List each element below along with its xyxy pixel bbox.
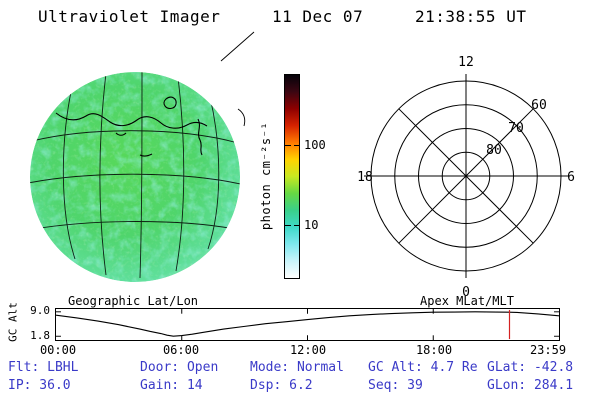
colorbar-tick-label-100: 100 xyxy=(304,138,326,152)
mlat-ring-label-70: 70 xyxy=(508,121,524,136)
x-tick-0000: 00:00 xyxy=(39,343,77,357)
polar-dial: 12 18 6 0 80 70 60 xyxy=(357,55,575,300)
uv-speckle-texture-fine xyxy=(30,72,240,282)
x-tick-2359: 23:59 xyxy=(529,343,567,357)
mlt-label-12: 12 xyxy=(458,55,474,70)
status-row-2: IP: 36.0 Gain: 14 Dsp: 6.2 Seq: 39 GLon:… xyxy=(0,378,600,394)
status-gain: Gain: 14 xyxy=(140,378,203,393)
mlt-label-6: 6 xyxy=(567,170,575,185)
gc-alt-tick-bottom: 1.8 xyxy=(30,329,50,342)
colorbar-tick-mark xyxy=(285,145,291,146)
grid-overflow-lines xyxy=(220,31,255,127)
mlt-label-0: 0 xyxy=(462,285,470,300)
axis-ticks xyxy=(56,309,559,340)
uv-earth-image xyxy=(30,31,255,282)
caption-apex-mlat-mlt: Apex MLat/MLT xyxy=(420,294,514,308)
status-dsp: Dsp: 6.2 xyxy=(250,378,313,393)
colorbar-tick-label-10: 10 xyxy=(304,218,319,232)
status-glon: GLon: 284.1 xyxy=(487,378,574,393)
coastlines xyxy=(55,96,208,157)
colorbar-tick-mark xyxy=(285,225,291,226)
status-seq: Seq: 39 xyxy=(368,378,423,393)
gc-alt-axis-label: GC Alt xyxy=(6,302,20,342)
time-label: 21:38:55 UT xyxy=(415,7,527,26)
x-tick-1200: 12:00 xyxy=(289,343,327,357)
colorbar-tick-mark xyxy=(294,145,300,146)
x-tick-1800: 18:00 xyxy=(415,343,453,357)
mlt-label-18: 18 xyxy=(357,170,373,185)
date-label: 11 Dec 07 xyxy=(272,7,364,26)
mlat-ring-label-80: 80 xyxy=(486,143,502,158)
orbit-curve xyxy=(56,311,559,337)
mlt-spokes xyxy=(364,74,568,278)
status-mode: Mode: Normal xyxy=(250,360,344,375)
status-row-1: Flt: LBHL Door: Open Mode: Normal GC Alt… xyxy=(0,360,600,376)
status-door: Door: Open xyxy=(140,360,219,375)
mlat-ring-label-60: 60 xyxy=(531,98,547,113)
status-ip: IP: 36.0 xyxy=(8,378,71,393)
app-title: Ultraviolet Imager xyxy=(38,7,221,26)
status-flt: Flt: LBHL xyxy=(8,360,79,375)
lat-lon-grid xyxy=(30,72,240,279)
orbit-altitude-chart xyxy=(55,308,560,341)
status-gc-alt: GC Alt: 4.7 Re xyxy=(368,360,478,375)
x-tick-0600: 06:00 xyxy=(162,343,200,357)
colorbar xyxy=(284,74,300,279)
orbit-altitude-plot xyxy=(56,309,559,340)
gc-alt-tick-top: 9.0 xyxy=(30,304,50,317)
status-glat: GLat: -42.8 xyxy=(487,360,574,375)
colorbar-tick-mark xyxy=(294,225,300,226)
caption-geographic-latlon: Geographic Lat/Lon xyxy=(67,294,199,308)
colorbar-unit-label: photon cm⁻²s⁻¹ xyxy=(259,121,273,231)
